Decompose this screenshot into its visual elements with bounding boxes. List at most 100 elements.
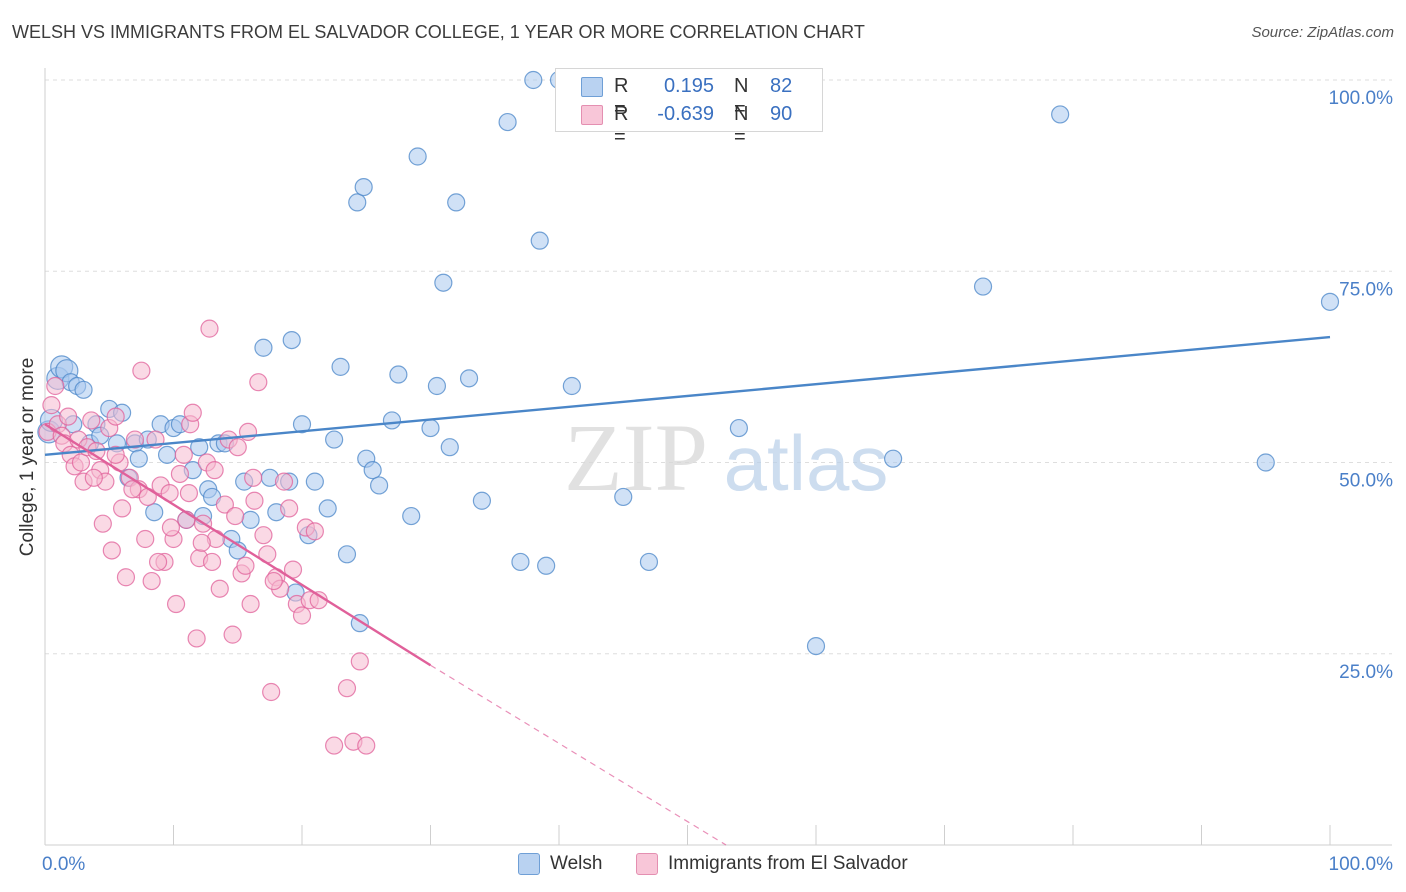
welsh-point xyxy=(190,438,209,457)
legend-n-value-welsh: 82 xyxy=(770,75,793,97)
el-salvador-point xyxy=(241,594,260,614)
y-tick-label: 25.0% xyxy=(1339,662,1393,683)
legend-n-label: N = xyxy=(734,103,749,148)
el-salvador-point xyxy=(106,445,125,464)
el-salvador-point xyxy=(116,568,136,587)
welsh-point xyxy=(427,376,447,396)
welsh-point xyxy=(241,510,260,529)
welsh-point xyxy=(434,273,453,292)
legend-r-value-welsh: 0.195 xyxy=(663,75,714,97)
welsh-point xyxy=(382,411,402,430)
welsh-point xyxy=(402,506,421,526)
data-points xyxy=(37,70,1340,755)
legend-r-label: R = xyxy=(614,75,629,120)
welsh-point xyxy=(348,193,367,212)
chart-source: Source: ZipAtlas.com xyxy=(1251,24,1394,41)
y-axis-label: College, 1 year or more xyxy=(17,358,38,557)
welsh-point xyxy=(806,636,826,656)
el-salvador-point xyxy=(106,407,125,426)
el-salvador-point xyxy=(132,361,151,380)
series-label-welsh: Welsh xyxy=(550,853,603,874)
y-tick-label: 100.0% xyxy=(1329,88,1394,109)
series-swatch-el-salvador xyxy=(636,853,658,875)
el-salvador-point xyxy=(215,495,234,514)
welsh-point xyxy=(292,415,312,434)
el-salvador-trend-line xyxy=(44,423,432,667)
el-salvador-point xyxy=(226,506,245,526)
welsh-trend-line xyxy=(44,335,1331,457)
welsh-point xyxy=(74,380,93,399)
el-salvador-point xyxy=(202,552,222,572)
welsh-point xyxy=(363,461,382,480)
el-salvador-point xyxy=(179,484,199,503)
welsh-point xyxy=(370,476,389,495)
welsh-point xyxy=(537,556,556,575)
el-salvador-point xyxy=(337,679,357,698)
el-salvador-point xyxy=(187,629,206,648)
el-salvador-point xyxy=(123,480,142,499)
welsh-point xyxy=(1320,292,1340,311)
welsh-point xyxy=(389,365,408,384)
welsh-point xyxy=(337,545,357,564)
welsh-point xyxy=(498,112,517,132)
legend-swatch-welsh xyxy=(581,77,603,97)
el-salvador-point xyxy=(192,533,211,552)
welsh-point xyxy=(157,445,177,464)
el-salvador-point xyxy=(292,606,312,625)
el-salvador-point xyxy=(166,594,186,614)
welsh-point xyxy=(305,472,324,491)
welsh-point xyxy=(282,331,301,350)
el-salvador-point xyxy=(350,652,369,671)
el-salvador-point xyxy=(254,526,273,545)
welsh-point xyxy=(639,552,659,572)
el-salvador-point xyxy=(325,736,344,755)
welsh-point xyxy=(883,449,903,468)
series-label-el-salvador: Immigrants from El Salvador xyxy=(668,853,908,874)
el-salvador-point xyxy=(305,522,324,541)
welsh-point xyxy=(973,277,993,296)
el-salvador-point xyxy=(174,445,193,464)
tick-labels: 25.0% 50.0% 75.0% 100.0% 0.0% 100.0% xyxy=(42,88,1393,875)
chart-title: WELSH VS IMMIGRANTS FROM EL SALVADOR COL… xyxy=(12,22,865,42)
el-salvador-point xyxy=(249,373,268,392)
el-salvador-point xyxy=(84,468,103,487)
welsh-point xyxy=(614,487,633,507)
series-swatch-welsh xyxy=(518,853,540,875)
el-salvador-point xyxy=(161,518,181,537)
el-salvador-point xyxy=(148,552,168,572)
el-salvador-point xyxy=(170,464,190,484)
watermark: ZIP xyxy=(564,404,708,511)
el-salvador-point xyxy=(205,461,224,480)
el-salvador-point xyxy=(102,541,121,560)
el-salvador-point xyxy=(183,403,202,422)
el-salvador-point xyxy=(228,438,247,457)
el-salvador-point xyxy=(59,407,78,426)
welsh-point xyxy=(254,338,273,357)
x-tick-label-max: 100.0% xyxy=(1329,854,1394,875)
axes xyxy=(44,68,1392,846)
el-salvador-point xyxy=(136,529,155,549)
el-salvador-point xyxy=(46,376,65,396)
el-salvador-point xyxy=(262,682,281,702)
x-tick-label-min: 0.0% xyxy=(42,854,85,875)
welsh-point xyxy=(331,357,350,376)
grid-lines xyxy=(45,79,1392,655)
legend-r-value-el-salvador: -0.639 xyxy=(657,103,714,125)
el-salvador-point xyxy=(357,736,376,755)
series-legend: Welsh Immigrants from El Salvador xyxy=(0,852,1406,878)
el-salvador-point xyxy=(82,411,101,430)
welsh-point xyxy=(145,503,164,522)
el-salvador-point xyxy=(280,499,299,518)
el-salvador-point xyxy=(112,499,132,518)
welsh-point xyxy=(325,430,344,449)
welsh-point xyxy=(530,231,549,250)
el-salvador-point xyxy=(210,579,229,598)
el-salvador-point xyxy=(42,396,61,415)
correlation-legend: R = 0.195 N = 82 R = -0.639 N = 90 xyxy=(555,68,823,148)
welsh-point xyxy=(354,178,373,197)
welsh-point xyxy=(524,70,543,90)
welsh-point xyxy=(459,369,479,388)
legend-swatch-el-salvador xyxy=(581,105,603,125)
welsh-point xyxy=(472,491,491,510)
